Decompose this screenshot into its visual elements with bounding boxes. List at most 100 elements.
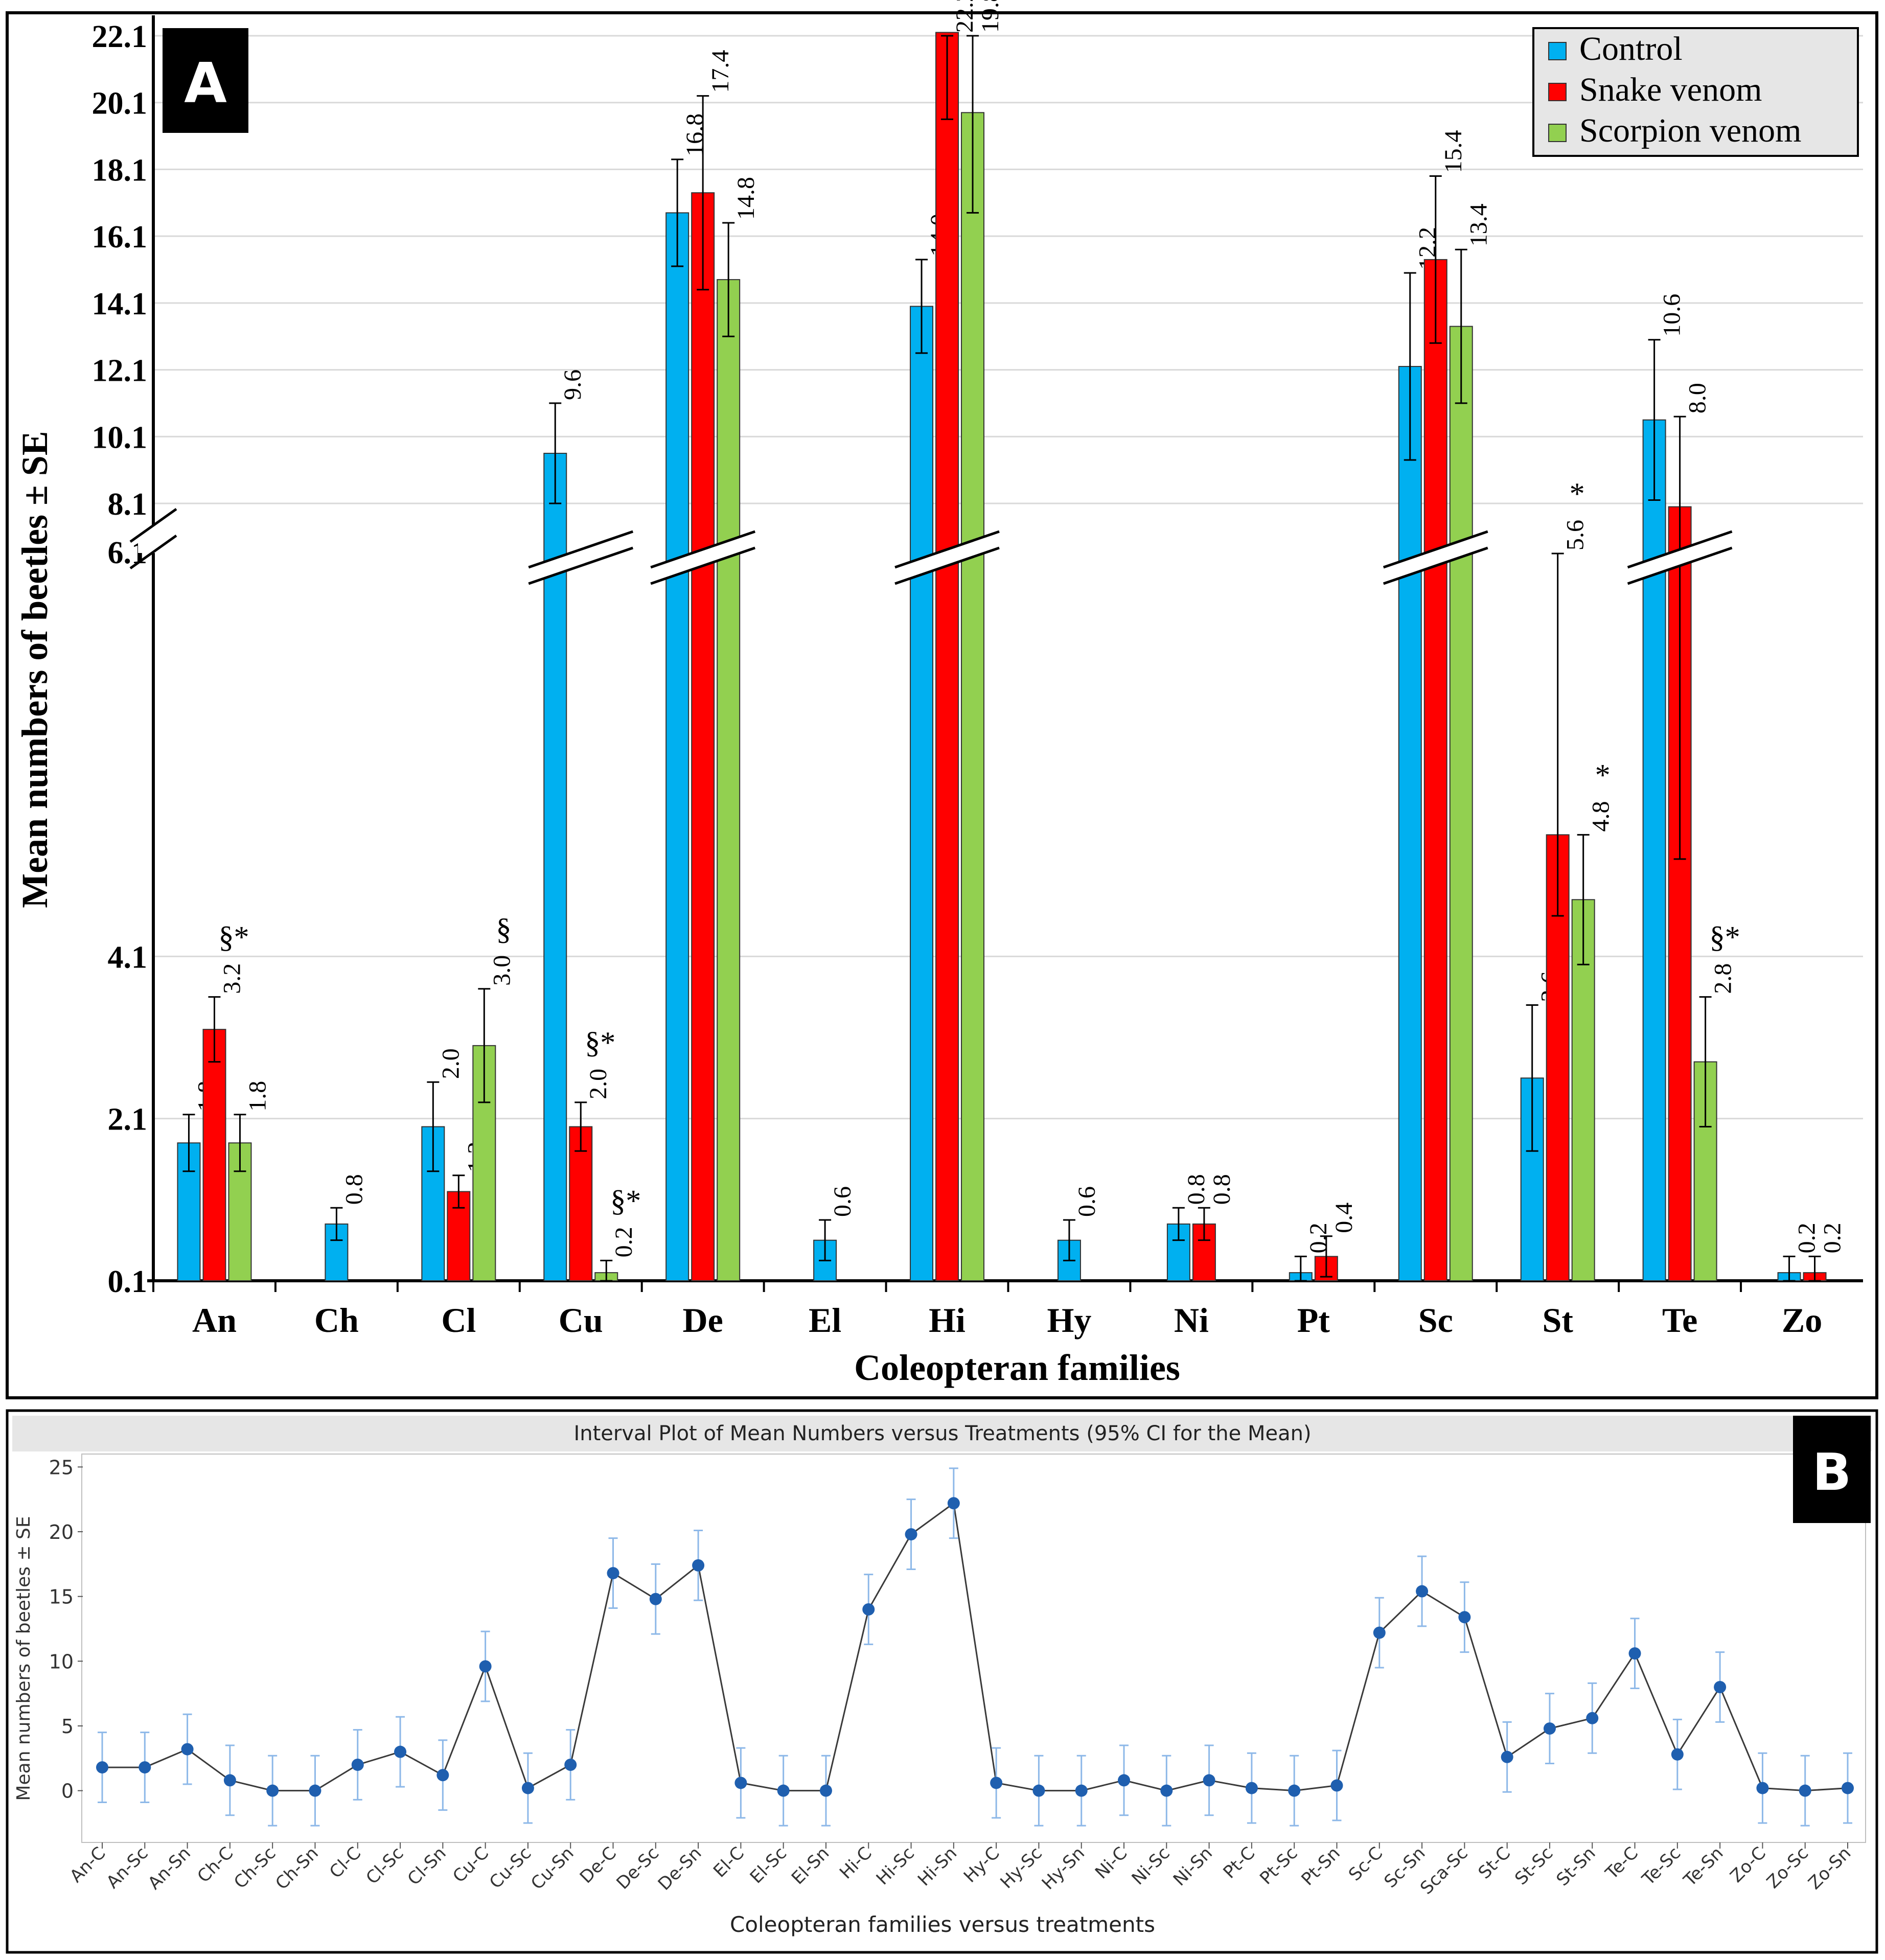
legend-swatch-snake [1548, 83, 1567, 101]
x-tick-label-pt: Pt [1297, 1301, 1330, 1340]
b-mean-line [102, 1502, 1848, 1792]
b-mean-point [692, 1559, 705, 1572]
panel-b-title: Interval Plot of Mean Numbers versus Tre… [573, 1422, 1311, 1445]
panel-a-label-box [163, 28, 248, 133]
y-tick-label: 4.1 [108, 940, 148, 975]
b-mean-point [223, 1774, 236, 1787]
bar-sc-control [1398, 366, 1422, 1281]
value-label: 2.8 [1710, 963, 1737, 994]
x-axis-title: Coleopteran families [854, 1347, 1180, 1388]
x-tick-label-hi: Hi [929, 1301, 966, 1340]
value-label: 17.4 [707, 50, 734, 93]
value-label: 0.2 [1794, 1223, 1821, 1253]
b-mean-point [1458, 1611, 1471, 1624]
value-label: 0.6 [829, 1186, 856, 1217]
b-mean-point [990, 1777, 1003, 1789]
b-mean-point [564, 1759, 577, 1771]
b-mean-point [1373, 1626, 1386, 1639]
significance-mark: §* [1710, 920, 1740, 954]
y-tick-label: 14.1 [92, 287, 148, 321]
b-mean-point [1203, 1774, 1215, 1787]
value-label: 0.6 [1073, 1186, 1100, 1217]
x-tick-label-ch: Ch [314, 1301, 359, 1340]
significance-mark: §* [610, 1184, 641, 1217]
b-mean-point [1628, 1647, 1641, 1660]
panel-b-header-band [12, 1416, 1872, 1451]
value-label: 9.6 [559, 370, 586, 400]
y-tick-label: 16.1 [92, 220, 148, 255]
x-tick-label-cl: Cl [441, 1301, 476, 1340]
y-axis-title: Mean numbers of beetles ± SE [14, 431, 55, 908]
significance-mark: §* [585, 1026, 615, 1059]
x-tick-label-ni: Ni [1174, 1301, 1209, 1340]
b-mean-point [649, 1593, 662, 1605]
b-y-tick-label: 5 [61, 1715, 74, 1738]
bar-de-snake [691, 192, 715, 1282]
value-label: 2.0 [585, 1069, 612, 1099]
x-tick-label-st: St [1542, 1301, 1573, 1340]
b-mean-point [777, 1784, 790, 1797]
b-mean-point [266, 1784, 279, 1797]
b-mean-point [479, 1660, 492, 1673]
b-mean-point [1756, 1782, 1769, 1794]
b-mean-point [1330, 1779, 1343, 1792]
b-mean-point [351, 1759, 364, 1771]
b-mean-point [1245, 1782, 1258, 1794]
value-label: 14.8 [732, 177, 760, 220]
b-mean-point [394, 1745, 407, 1758]
bar-cu-snake [569, 1126, 593, 1282]
value-label: 2.0 [437, 1048, 464, 1079]
x-tick-label-hy: Hy [1047, 1301, 1092, 1340]
legend-swatch-control [1548, 42, 1567, 60]
b-mean-point [734, 1777, 747, 1789]
b-mean-point [1288, 1784, 1301, 1797]
bar-break-hi [894, 530, 1000, 585]
significance-mark: §* [218, 920, 249, 954]
b-mean-point [1416, 1585, 1429, 1598]
value-label: 5.6 [1562, 520, 1589, 550]
bar-hi-scorpion [961, 112, 985, 1281]
x-tick-label-sc: Sc [1418, 1301, 1453, 1340]
b-mean-point [1501, 1750, 1513, 1763]
value-label: 0.8 [1183, 1174, 1210, 1205]
b-mean-point [1118, 1774, 1131, 1787]
legend-label-scorpion: Scorpion venom [1579, 112, 1801, 149]
value-label: 4.8 [1588, 801, 1615, 832]
x-tick-label-el: El [809, 1301, 841, 1340]
bar-te-control [1642, 419, 1666, 1281]
b-mean-point [1842, 1782, 1854, 1794]
b-mean-point [139, 1761, 151, 1774]
y-tick-label: 2.1 [108, 1102, 148, 1137]
b-mean-point [905, 1528, 917, 1541]
bar-an-snake [202, 1029, 226, 1281]
bar-break-sc [1383, 530, 1488, 585]
b-mean-point [1671, 1748, 1684, 1761]
b-mean-point [819, 1784, 832, 1797]
x-tick-label-cu: Cu [559, 1301, 603, 1340]
chart-a: 0.12.14.16.18.110.112.114.116.118.120.12… [14, 0, 1863, 1388]
y-tick-label: 8.1 [108, 487, 148, 522]
x-tick-label-zo: Zo [1782, 1301, 1822, 1340]
significance-mark: * [1570, 477, 1585, 511]
panel-b-label-box [1793, 1416, 1871, 1523]
b-mean-point [1160, 1784, 1173, 1797]
y-tick-label: 22.1 [92, 19, 148, 54]
value-label: 0.2 [1305, 1223, 1332, 1253]
value-label: 3.0 [488, 955, 515, 986]
b-mean-point [521, 1782, 534, 1794]
b-y-tick-label: 15 [49, 1586, 74, 1608]
bar-hi-control [910, 306, 934, 1282]
value-label: 15.4 [1440, 130, 1467, 173]
y-tick-label: 0.1 [108, 1264, 148, 1299]
x-tick-label-te: Te [1662, 1301, 1697, 1340]
b-y-axis-title: Mean numbers of beetles ± SE [13, 1516, 34, 1801]
b-mean-point [947, 1497, 960, 1510]
b-y-tick-label: 10 [49, 1650, 74, 1673]
value-label: 1.8 [244, 1081, 271, 1112]
bar-cu-control [543, 452, 567, 1282]
legend-swatch-scorpion [1548, 124, 1567, 142]
b-mean-point [181, 1743, 194, 1756]
value-label: 0.2 [1819, 1223, 1846, 1253]
panel-a-label: A [184, 52, 227, 116]
